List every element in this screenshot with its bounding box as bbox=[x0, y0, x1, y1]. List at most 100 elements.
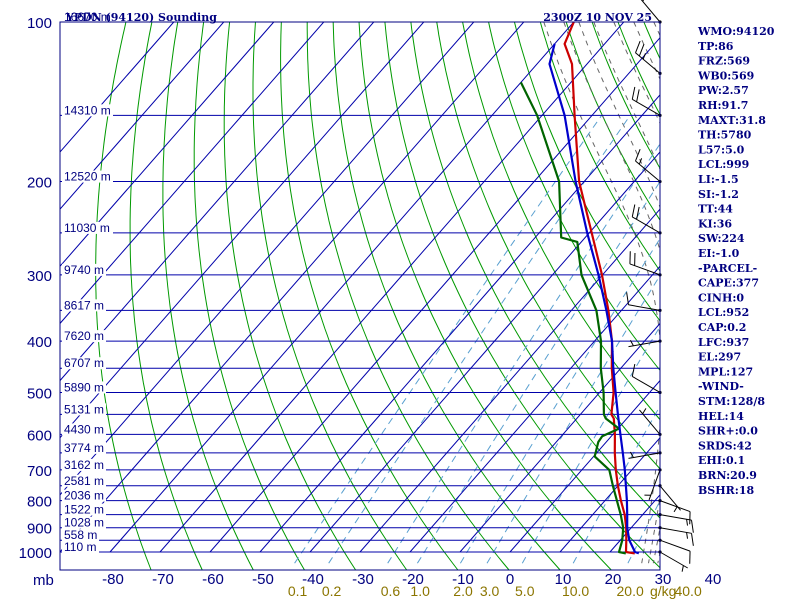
height-label: 2581 m bbox=[64, 474, 104, 488]
dry-adiabat bbox=[162, 22, 254, 570]
wind-barb bbox=[658, 526, 694, 546]
wind-barb-flag bbox=[635, 40, 641, 53]
dry-adiabat bbox=[591, 22, 660, 170]
dry-adiabat bbox=[306, 22, 510, 570]
isotherm bbox=[60, 22, 475, 496]
isotherm bbox=[60, 22, 375, 382]
wind-barb-staff bbox=[632, 216, 661, 234]
stability-index: EI:-1.0 bbox=[698, 247, 740, 260]
dry-adiabat bbox=[223, 22, 357, 570]
wind-barb-half bbox=[642, 0, 645, 2]
wind-barb-half bbox=[686, 532, 689, 539]
stability-index: -PARCEL- bbox=[698, 262, 757, 275]
height-label: 6707 m bbox=[64, 356, 104, 370]
isotherm bbox=[60, 22, 325, 325]
stability-index: L57:5.0 bbox=[698, 143, 745, 156]
stability-index: CAPE:377 bbox=[698, 277, 759, 290]
isotherm bbox=[60, 22, 525, 553]
wind-barb-staff bbox=[640, 0, 661, 23]
wind-barb bbox=[635, 40, 662, 75]
stability-index: CAP:0.2 bbox=[698, 321, 746, 334]
temperature-tick-label: -10 bbox=[452, 571, 474, 588]
stability-index: MAXT:31.8 bbox=[698, 114, 766, 127]
wind-barb-staff bbox=[659, 500, 691, 513]
chart-series bbox=[519, 22, 640, 555]
height-label: 7620 m bbox=[64, 329, 104, 343]
temperature-tick-label: -20 bbox=[402, 571, 424, 588]
dry-adiabat bbox=[565, 22, 660, 221]
stability-index: EHI:0.1 bbox=[698, 454, 745, 467]
wind-barb-staff bbox=[628, 304, 661, 311]
pressure-tick-label: 400 bbox=[27, 334, 52, 351]
moist-adiabat bbox=[593, 22, 660, 564]
dry-adiabat bbox=[771, 17, 800, 575]
stability-index: WMO:94120 bbox=[697, 25, 775, 38]
wind-barb bbox=[658, 512, 694, 533]
height-label-bg bbox=[62, 357, 106, 370]
mixing-ratio-label: 1.0 bbox=[410, 583, 430, 599]
dry-adiabat bbox=[513, 22, 660, 322]
height-label-bg bbox=[62, 170, 113, 183]
series-parcel bbox=[548, 43, 640, 555]
dry-adiabat bbox=[358, 22, 612, 570]
height-label-bg bbox=[62, 299, 106, 312]
wind-barb-staff bbox=[659, 551, 688, 569]
temperature-tick-label: -80 bbox=[102, 571, 124, 588]
dry-adiabat bbox=[280, 22, 459, 570]
stability-index: HEL:14 bbox=[698, 410, 744, 423]
wind-barb-staff bbox=[635, 160, 661, 182]
height-label: 9740 m bbox=[64, 263, 104, 277]
isotherm bbox=[209, 36, 660, 553]
pressure-unit-label: mb bbox=[33, 572, 54, 589]
mixing-ratio-label: 0.6 bbox=[381, 583, 401, 599]
stability-index: TT:44 bbox=[698, 203, 733, 216]
stability-index: -WIND- bbox=[698, 380, 744, 393]
height-label: 558 m bbox=[64, 528, 97, 542]
isotherm bbox=[509, 379, 660, 553]
mixing-ratio-unit-label: g/kg bbox=[650, 583, 676, 599]
wind-barb-staff bbox=[659, 485, 681, 511]
temperature-tick-label: -30 bbox=[352, 571, 374, 588]
height-label-bg bbox=[62, 104, 113, 117]
isotherm bbox=[309, 151, 660, 553]
wind-barb-half bbox=[681, 565, 684, 572]
stability-index: LCL:952 bbox=[698, 306, 749, 319]
mixing-ratio-label: 0.2 bbox=[322, 583, 342, 599]
height-label: 110 m bbox=[64, 540, 96, 554]
wind-barb-staff bbox=[629, 263, 661, 276]
wind-barb-staff bbox=[635, 52, 661, 74]
height-label: 4430 m bbox=[64, 422, 104, 436]
wind-barb-flag bbox=[626, 292, 629, 305]
stability-index: MPL:127 bbox=[698, 365, 753, 378]
temperature-tick-label: -60 bbox=[202, 571, 224, 588]
dry-adiabat bbox=[462, 22, 660, 421]
height-label: 5890 m bbox=[64, 380, 104, 394]
wind-barb-staff bbox=[628, 452, 661, 459]
height-label-bg bbox=[62, 263, 106, 276]
dry-adiabat bbox=[384, 22, 660, 569]
pressure-tick-label: 1000 bbox=[19, 545, 52, 562]
height-label-bg bbox=[62, 541, 99, 553]
pressure-tick-label: 900 bbox=[27, 521, 52, 538]
height-label-bg bbox=[62, 423, 106, 436]
isotherm bbox=[60, 22, 425, 439]
wind-barb-half bbox=[642, 53, 646, 60]
stability-index: SW:224 bbox=[698, 232, 745, 245]
temperature-tick-label: 0 bbox=[506, 571, 514, 588]
dry-adiabat bbox=[539, 22, 660, 272]
height-label-bg bbox=[62, 458, 106, 471]
dry-adiabat bbox=[332, 22, 561, 570]
isotherm bbox=[109, 22, 575, 553]
mixing-ratio-label: 0.1 bbox=[288, 583, 308, 599]
wind-barb bbox=[629, 251, 662, 277]
isotherm bbox=[559, 436, 660, 553]
stability-index: SHR+:0.0 bbox=[698, 425, 758, 438]
wind-barb-staff bbox=[659, 514, 692, 521]
pressure-tick-label: 200 bbox=[27, 175, 52, 192]
mixing-ratio-label: 20.0 bbox=[617, 583, 644, 599]
stability-index: FRZ:569 bbox=[698, 55, 750, 68]
stability-index: LFC:937 bbox=[698, 336, 749, 349]
stability-index: LCL:999 bbox=[698, 158, 749, 171]
